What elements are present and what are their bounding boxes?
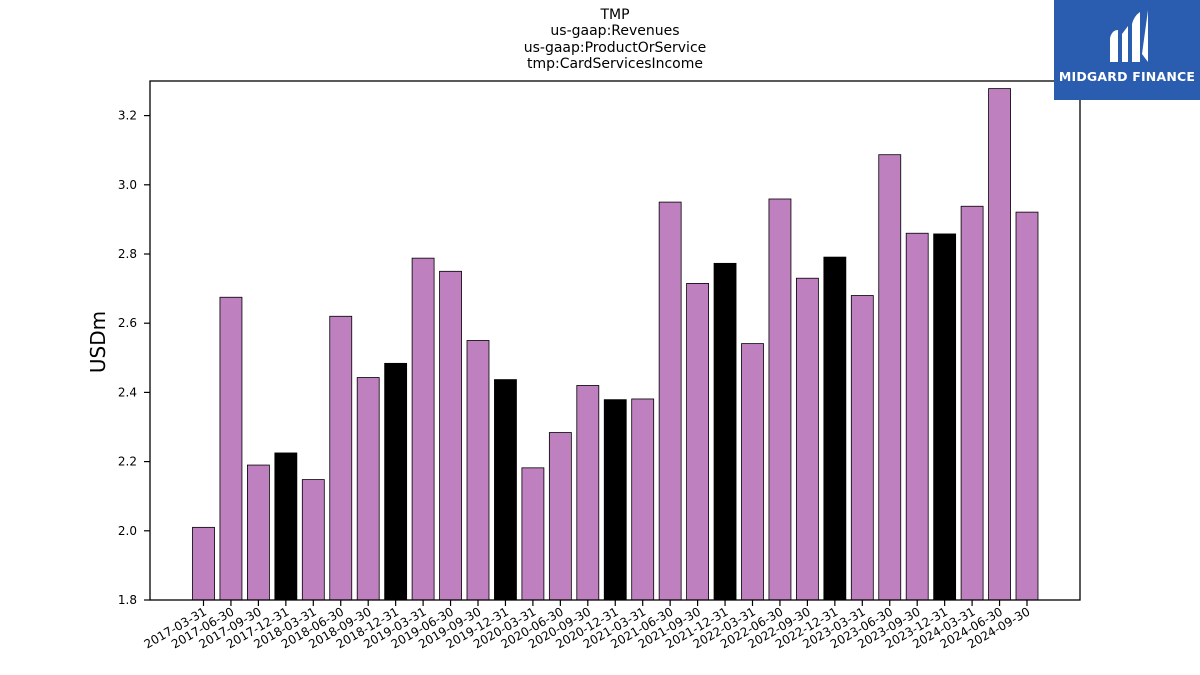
bar-2023-06-30 [878, 154, 902, 601]
y-tick-label: 2.8 [118, 247, 137, 261]
bar-2018-06-30 [329, 315, 353, 601]
bar-2019-03-31 [411, 257, 435, 601]
bar-2024-09-30 [1015, 211, 1039, 601]
bar-2020-06-30 [548, 432, 572, 601]
y-tick-label: 2.6 [118, 316, 137, 330]
bar-2021-09-30 [686, 283, 709, 601]
chart-title-line-3: us-gaap:ProductOrService [523, 40, 707, 56]
bar-2017-03-31 [192, 526, 215, 601]
y-axis-label: USDm [86, 311, 110, 373]
bar-2021-12-31 [713, 262, 737, 601]
bar-2017-12-31 [274, 452, 298, 601]
bars-group [192, 88, 1039, 601]
y-axis-ticks: 1.8 2.0 2.2 2.4 2.6 2.8 3.0 3.2 [118, 109, 150, 607]
y-tick-label: 2.0 [118, 524, 137, 538]
bar-2022-12-31 [823, 256, 847, 601]
bar-2023-03-31 [850, 295, 874, 601]
bar-2022-06-30 [768, 198, 792, 601]
bar-2019-09-30 [466, 340, 490, 601]
bar-2023-09-30 [905, 232, 929, 601]
bar-2024-03-31 [960, 205, 984, 601]
bar-2020-09-30 [576, 385, 600, 601]
midgard-finance-logo: MIDGARD FINANCE [1054, 0, 1200, 100]
bar-2017-06-30 [219, 296, 243, 601]
plot-frame [149, 80, 1081, 601]
bar-2019-12-31 [494, 379, 517, 601]
chart-title-line-4: tmp:CardServicesIncome [526, 56, 704, 72]
bar-2018-03-31 [301, 479, 325, 601]
y-tick-label: 1.8 [118, 593, 137, 607]
y-tick-label: 3.2 [118, 109, 137, 123]
bar-2021-03-31 [631, 398, 655, 601]
chart-title-line-2: us-gaap:Revenues [550, 23, 680, 39]
y-tick-label: 2.4 [118, 385, 137, 399]
bar-2019-06-30 [439, 270, 462, 601]
bar-2022-09-30 [796, 277, 819, 601]
chart-title-line-1: TMP [600, 7, 630, 23]
bar-2023-12-31 [933, 233, 957, 601]
bar-2020-03-31 [521, 467, 545, 601]
bar-2021-06-30 [658, 201, 682, 601]
x-axis-ticks: 2017-03-312017-06-302017-09-302017-12-31… [142, 600, 1033, 651]
logo-mark-icon [1110, 10, 1148, 62]
y-tick-label: 3.0 [118, 178, 137, 192]
logo-text: MIDGARD FINANCE [1058, 69, 1196, 84]
bar-2024-06-30 [988, 88, 1011, 601]
bar-2020-12-31 [603, 399, 627, 601]
bar-2018-09-30 [356, 377, 380, 601]
bar-2018-12-31 [384, 362, 408, 601]
bar-2017-09-30 [246, 464, 270, 601]
y-tick-label: 2.2 [118, 455, 137, 469]
bar-2022-03-31 [741, 343, 764, 601]
